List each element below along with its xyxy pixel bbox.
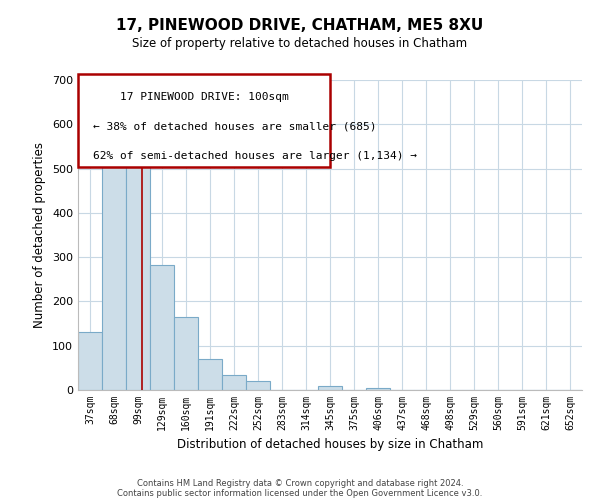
Bar [78,332,102,390]
Bar [198,359,222,390]
Bar [174,317,198,390]
Text: Contains public sector information licensed under the Open Government Licence v3: Contains public sector information licen… [118,488,482,498]
X-axis label: Distribution of detached houses by size in Chatham: Distribution of detached houses by size … [177,438,483,452]
Y-axis label: Number of detached properties: Number of detached properties [34,142,46,328]
Bar [318,386,342,390]
Bar [246,381,270,390]
Text: Contains HM Land Registry data © Crown copyright and database right 2024.: Contains HM Land Registry data © Crown c… [137,478,463,488]
Text: 17, PINEWOOD DRIVE, CHATHAM, ME5 8XU: 17, PINEWOOD DRIVE, CHATHAM, ME5 8XU [116,18,484,32]
Bar [126,144,150,390]
Bar [222,376,246,390]
Text: 17 PINEWOOD DRIVE: 100sqm: 17 PINEWOOD DRIVE: 100sqm [119,92,289,102]
Text: Size of property relative to detached houses in Chatham: Size of property relative to detached ho… [133,38,467,51]
Text: 62% of semi-detached houses are larger (1,134) →: 62% of semi-detached houses are larger (… [93,152,417,162]
Text: ← 38% of detached houses are smaller (685): ← 38% of detached houses are smaller (68… [93,122,377,132]
Bar [150,264,174,390]
Bar [366,388,390,390]
FancyBboxPatch shape [78,74,330,167]
Bar [102,144,126,390]
